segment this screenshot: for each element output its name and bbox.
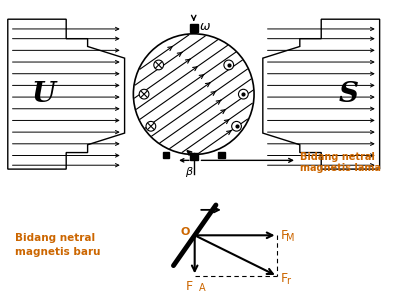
Circle shape: [154, 60, 164, 70]
Bar: [190, 153, 197, 160]
Text: O: O: [180, 228, 189, 237]
Circle shape: [133, 34, 254, 154]
Text: U: U: [32, 81, 56, 108]
Text: M: M: [286, 233, 295, 243]
Text: Bidang netral
magnetis baru: Bidang netral magnetis baru: [15, 233, 100, 257]
Text: F: F: [280, 272, 287, 285]
Bar: [162, 151, 170, 158]
Text: r: r: [286, 276, 290, 286]
Text: β: β: [185, 167, 192, 177]
Circle shape: [238, 89, 248, 99]
Text: ω: ω: [199, 20, 210, 32]
Text: S: S: [338, 81, 359, 108]
Text: F: F: [280, 229, 287, 242]
Bar: [218, 151, 225, 158]
Circle shape: [139, 89, 149, 99]
Circle shape: [224, 60, 234, 70]
Text: Bidang netral
magnetis lama: Bidang netral magnetis lama: [300, 151, 381, 173]
Text: A: A: [199, 283, 205, 293]
Circle shape: [232, 121, 242, 131]
Circle shape: [146, 121, 156, 131]
Text: F: F: [185, 280, 193, 293]
Bar: [190, 24, 197, 32]
